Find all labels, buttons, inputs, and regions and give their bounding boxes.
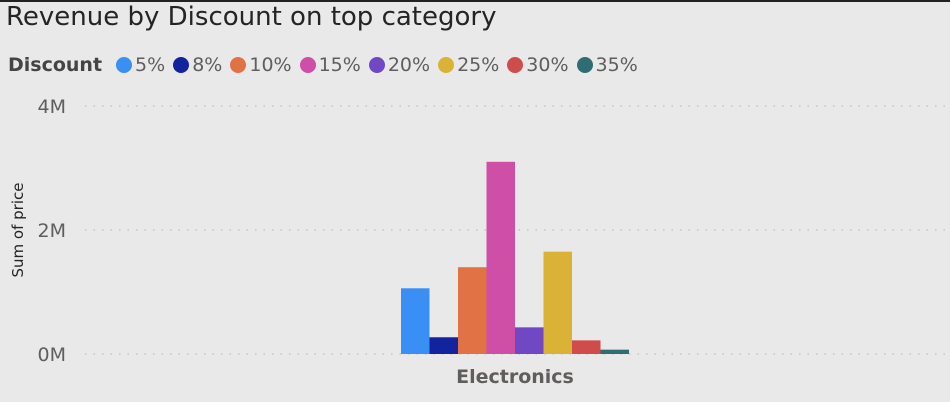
bar <box>543 251 572 354</box>
x-category-label: Electronics <box>456 366 574 388</box>
legend-swatch <box>230 57 247 73</box>
legend-item[interactable]: 20% <box>368 54 431 76</box>
legend-item[interactable]: 15% <box>299 54 361 76</box>
legend-label: 30% <box>526 54 569 76</box>
legend-swatch <box>576 57 593 73</box>
legend-label: 8% <box>192 54 223 76</box>
legend-label: 5% <box>135 54 166 76</box>
bar <box>401 288 430 354</box>
bar <box>429 337 458 354</box>
y-tick-label: 4M <box>38 96 66 118</box>
legend-label: 10% <box>249 54 292 76</box>
legend-swatch <box>173 57 190 73</box>
bar <box>572 340 601 354</box>
bar <box>486 161 515 354</box>
legend-label: 25% <box>457 54 500 76</box>
legend-item[interactable]: 35% <box>576 54 638 76</box>
bar <box>600 349 629 354</box>
legend-item[interactable]: 30% <box>507 54 569 76</box>
legend-label: 15% <box>318 54 361 76</box>
legend-item[interactable]: 25% <box>438 54 499 76</box>
legend-items: 5% 8% 10% 15% 20% 25% 30% 35% <box>116 54 646 76</box>
legend[interactable]: Discount 5% 8% 10% 15% 20% 25% 30% 35% <box>8 54 646 76</box>
y-tick-label: 0M <box>38 344 66 366</box>
legend-swatch <box>116 57 133 73</box>
legend-item[interactable]: 10% <box>230 54 292 76</box>
y-tick-label: 2M <box>38 220 66 242</box>
legend-item[interactable]: 8% <box>173 54 222 76</box>
bar <box>515 327 544 354</box>
legend-item[interactable]: 5% <box>116 54 165 76</box>
legend-title: Discount <box>8 54 103 76</box>
bar <box>458 267 487 354</box>
chart-title: Revenue by Discount on top category <box>6 2 497 32</box>
legend-label: 20% <box>387 54 431 76</box>
y-axis-label: Sum of price <box>9 183 27 278</box>
legend-label: 35% <box>595 54 638 76</box>
legend-swatch <box>507 57 524 73</box>
legend-swatch <box>438 57 455 73</box>
legend-swatch <box>368 57 385 73</box>
legend-swatch <box>299 57 316 73</box>
